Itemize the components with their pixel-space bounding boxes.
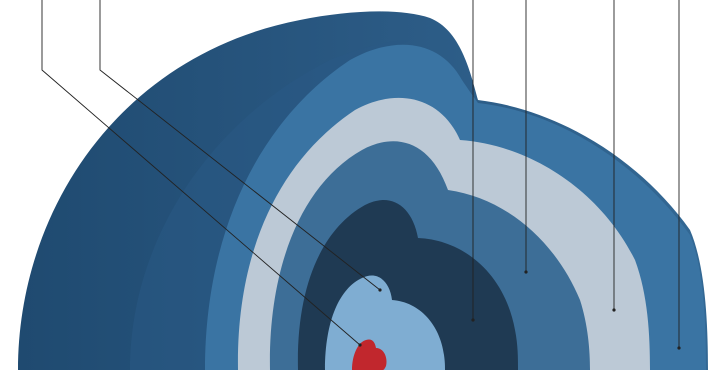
leader-dot-dark-band: [471, 318, 475, 322]
leader-dot-light-band: [612, 308, 616, 312]
leader-lines: [41, 0, 681, 350]
leader-dot-inner-band: [378, 288, 382, 292]
inner-band: [325, 275, 445, 370]
leader-line-core: [41, 0, 361, 346]
leader-dot-core: [358, 343, 362, 347]
leader-dot-outer-band: [677, 346, 681, 350]
leader-line-inner-band: [99, 0, 381, 291]
core: [352, 339, 387, 370]
leader-dot-mid-band: [524, 270, 528, 274]
